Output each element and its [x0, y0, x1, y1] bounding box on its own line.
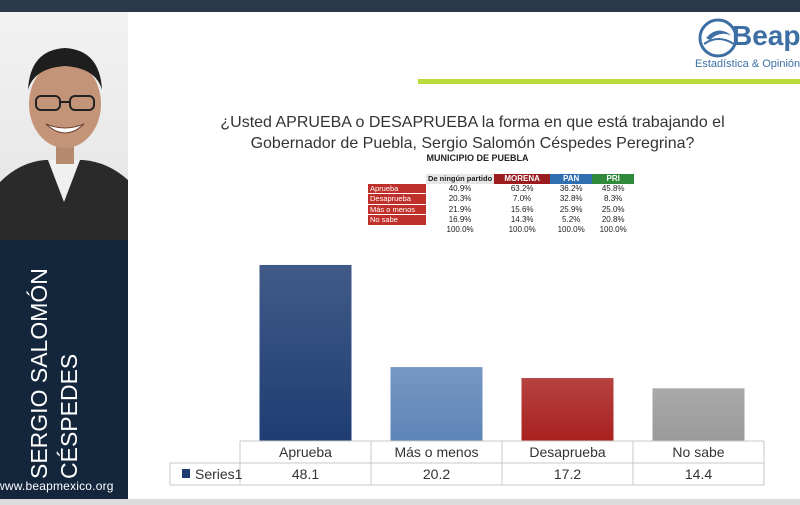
name-line1: SERGIO SALOMÓN: [26, 268, 52, 479]
crosstab-header: De ningún partido: [426, 174, 495, 184]
bar-m-s-o-menos: [390, 367, 483, 441]
data-value-label: 14.4: [685, 466, 712, 482]
name-line2: CÉSPEDES: [56, 354, 82, 479]
legend-key: [182, 469, 190, 478]
crosstab-header: MORENA: [494, 174, 551, 184]
category-label: Desaprueba: [529, 444, 605, 460]
survey-question: ¿Usted APRUEBA o DESAPRUEBA la forma en …: [200, 112, 745, 154]
crosstab-row-label: Desaprueba: [368, 193, 426, 205]
presentation-slide: SERGIO SALOMÓN CÉSPEDES www.beapmexico.o…: [0, 12, 800, 499]
crosstab-cell: 8.3%: [604, 194, 623, 203]
crosstab-cell: 25.9%: [559, 204, 583, 214]
beap-logo: Beap Estadística & Opinión P: [690, 14, 800, 74]
bar-aprueba: [259, 264, 352, 441]
logo-name: Beap: [732, 20, 800, 51]
crosstab-row: Más o menos 21.9% 15.6% 25.9% 25.0%: [368, 204, 634, 215]
crosstab-header: PRI: [592, 174, 635, 184]
crosstab-cell: 5.2%: [562, 215, 581, 224]
category-label: No sabe: [672, 444, 724, 460]
category-label: Más o menos: [394, 444, 478, 460]
crosstab-row-label: Aprueba: [368, 183, 426, 194]
accent-line: [418, 79, 800, 84]
crosstab-row-label: No sabe: [368, 214, 426, 226]
governor-photo: [0, 12, 128, 240]
crosstab-header: PAN: [550, 174, 593, 184]
governor-name-vertical: SERGIO SALOMÓN CÉSPEDES: [26, 268, 82, 479]
crosstab-cell: 45.8%: [601, 183, 625, 193]
crosstab-cell: 100.0%: [508, 225, 536, 235]
crosstab-row: No sabe 16.9% 14.3% 5.2% 20.8%: [368, 214, 634, 226]
crosstab-cell: 25.0%: [601, 204, 625, 214]
crosstab-cell: 15.6%: [510, 204, 534, 214]
crosstab-table: De ningún partido MORENA PAN PRI Aprueba…: [368, 174, 635, 235]
crosstab-cell: 7.0%: [513, 194, 532, 203]
crosstab-cell: 100.0%: [599, 225, 627, 235]
category-label: Aprueba: [279, 444, 332, 460]
question-line1: ¿Usted APRUEBA o DESAPRUEBA la forma en …: [220, 114, 725, 131]
data-value-label: 48.1: [292, 466, 319, 482]
crosstab-cell: 32.8%: [559, 194, 583, 203]
bar-no-sabe: [652, 388, 745, 441]
legend-series-name: Series1: [195, 466, 243, 482]
question-line2: Gobernador de Puebla, Sergio Salomón Cés…: [250, 135, 695, 152]
logo-tagline: Estadística & Opinión P: [695, 58, 800, 70]
crosstab-cell: 20.3%: [448, 194, 472, 203]
crosstab-cell: 100.0%: [557, 225, 585, 235]
beap-swirl-icon: [698, 18, 738, 58]
window-bottom-bar: [0, 499, 800, 505]
crosstab-cell: 100.0%: [446, 225, 474, 235]
crosstab-row: Desaprueba 20.3% 7.0% 32.8% 8.3%: [368, 193, 634, 205]
crosstab-cell: 40.9%: [448, 183, 472, 193]
crosstab-cell: 36.2%: [559, 183, 583, 193]
data-value-label: 17.2: [554, 466, 581, 482]
crosstab-cell: 63.2%: [510, 183, 534, 193]
crosstab-cell: 21.9%: [448, 204, 472, 214]
crosstab-total-row: 100.0% 100.0% 100.0% 100.0%: [368, 225, 634, 235]
crosstab-cell: 20.8%: [601, 215, 625, 224]
crosstab-row-label: Más o menos: [368, 204, 426, 215]
side-panel: [0, 240, 128, 499]
approval-bar-chart: Aprueba 48.1 Más o menos 20.2 Desaprueba 17.2…: [169, 264, 765, 486]
website-url: www.beapmexico.org: [0, 479, 114, 493]
bar-desaprueba: [521, 378, 614, 441]
crosstab-cell: 16.9%: [448, 215, 472, 224]
window-top-bar: [0, 0, 800, 12]
crosstab-row: Aprueba 40.9% 63.2% 36.2% 45.8%: [368, 183, 634, 194]
crosstab-cell: 14.3%: [510, 215, 534, 224]
crosstab-header-row: De ningún partido MORENA PAN PRI: [368, 174, 635, 184]
municipality-subtitle: MUNICIPIO DE PUEBLA: [426, 153, 529, 163]
data-value-label: 20.2: [423, 466, 450, 482]
